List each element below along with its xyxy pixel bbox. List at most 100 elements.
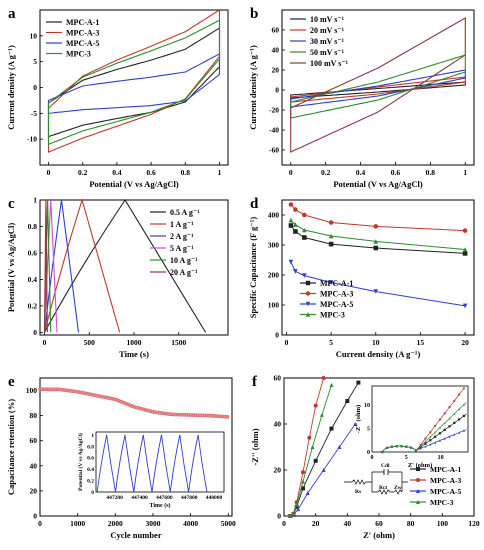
data-point: [313, 403, 318, 408]
data-point: [305, 491, 310, 495]
y-tick-label: -5: [31, 109, 37, 118]
series-line: [290, 384, 332, 517]
data-point: [288, 223, 294, 228]
data-point: [438, 439, 441, 442]
y-tick-label: 0: [275, 331, 279, 340]
x-tick-label: 1000: [70, 519, 85, 528]
inset-x-tick-label: 0: [371, 455, 374, 461]
data-point: [453, 421, 456, 424]
x-tick-label: 3000: [145, 519, 160, 528]
data-point: [405, 445, 408, 448]
y-tick-label: -20: [269, 106, 279, 115]
data-point: [301, 479, 305, 484]
legend-label: 50 mV s⁻¹: [310, 48, 345, 57]
circuit-label: Cdl: [381, 463, 390, 469]
legend-label: 10 A g⁻¹: [170, 256, 198, 265]
resistor-rs: [351, 479, 367, 485]
data-point: [373, 239, 379, 244]
data-point: [462, 414, 465, 418]
inset-nyquist: 0 5 10 0 5 10 Z' (ohm) -Z'' (ohm): [355, 385, 469, 469]
inset-y-tick-label: 0.4: [87, 467, 94, 473]
retention-point: [225, 414, 230, 419]
y-tick-label: 0: [33, 512, 37, 521]
y-tick-label: 0: [277, 512, 281, 521]
inset-x-tick-label: 447800: [181, 495, 198, 501]
data-point: [462, 247, 468, 252]
y-tick-label: 400: [268, 211, 280, 220]
data-point: [329, 426, 334, 431]
data-point: [291, 511, 296, 516]
x-tick-label: 0: [282, 519, 286, 528]
y-tick-label: 5: [33, 57, 37, 66]
circuit-label: Rs: [355, 489, 361, 495]
inset-y-tick-label: 10: [364, 403, 370, 409]
panel-letter: c: [8, 196, 15, 212]
data-point: [321, 376, 326, 380]
x-tick-label: 0.4: [112, 168, 122, 177]
data-point: [320, 412, 324, 417]
x-axis-label: Cycle number: [110, 530, 161, 540]
inset-y-tick-label: 0: [91, 490, 94, 496]
data-point: [353, 422, 358, 426]
y-tick-label: 0.4: [28, 275, 38, 284]
data-point: [288, 514, 293, 518]
inset-x-tick-label: 5: [405, 455, 408, 461]
legend-label: 100 mV s⁻¹: [310, 59, 349, 68]
y-tick-label: 80: [30, 411, 38, 420]
data-point: [305, 301, 311, 307]
legend-label: 10 mV s⁻¹: [310, 15, 345, 24]
y-tick-label: 10: [30, 31, 38, 40]
data-point: [293, 207, 298, 212]
data-point: [305, 312, 311, 317]
x-tick-label: 0: [289, 168, 293, 177]
x-tick-label: 40: [344, 519, 352, 528]
data-point: [438, 426, 441, 429]
data-point: [457, 418, 461, 421]
x-axis-label: Potential (V vs Ag/AgCl): [333, 179, 422, 189]
x-tick-label: 1: [463, 168, 467, 177]
panel-letter: b: [250, 6, 258, 22]
y-tick-label: 40: [272, 46, 280, 55]
gcd-curve: [43, 199, 58, 333]
x-tick-label: 0.2: [78, 168, 88, 177]
warburg-zw: [393, 489, 403, 495]
legend-label: MPC-A-1: [430, 465, 461, 474]
data-point: [453, 433, 456, 436]
y-tick-label: 40: [274, 420, 282, 429]
inset-frame: [371, 385, 469, 453]
data-point: [296, 507, 301, 512]
legend-label: 30 mV s⁻¹: [310, 37, 345, 46]
x-tick-label: 0: [47, 168, 51, 177]
x-tick-label: 0.2: [321, 168, 331, 177]
data-point: [424, 442, 427, 445]
x-tick-label: 0: [38, 519, 42, 528]
data-point: [443, 421, 446, 425]
x-axis-label: Z' (ohm): [363, 530, 395, 540]
legend-label: MPC-A-3: [320, 290, 353, 299]
data-point: [328, 233, 334, 239]
legend-label: MPC-A-3: [66, 29, 99, 38]
data-point: [416, 467, 420, 471]
data-point: [448, 417, 451, 420]
legend-label: MPC-A-1: [66, 18, 99, 27]
legend-label: 5 A g⁻¹: [170, 244, 194, 253]
plot-frame: [281, 199, 475, 336]
x-tick-label: 20: [312, 519, 320, 528]
data-point: [288, 259, 294, 265]
y-tick-label: 60: [274, 374, 282, 383]
cv-loop: [290, 17, 466, 153]
data-point: [457, 431, 461, 434]
data-point: [294, 504, 299, 509]
legend-label: MPC-A-5: [66, 39, 99, 48]
y-tick-label: 60: [30, 436, 38, 445]
y-tick-label: 20: [274, 466, 282, 475]
data-point: [414, 449, 417, 452]
cv-loop: [47, 52, 221, 114]
data-point: [438, 432, 441, 435]
x-tick-label: 80: [407, 519, 415, 528]
circuit-diagram: Cdl Rs Rct Zw: [344, 463, 408, 495]
legend-label: MPC-3: [430, 498, 454, 507]
data-point: [433, 424, 437, 428]
